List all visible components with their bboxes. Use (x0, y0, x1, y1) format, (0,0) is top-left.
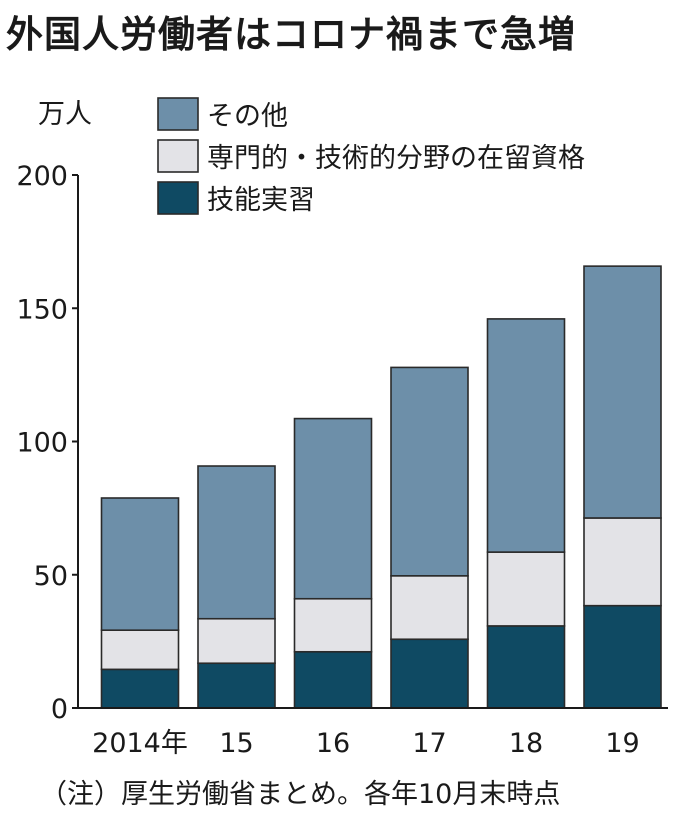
x-axis: 2014年 15 16 17 18 19 (78, 707, 668, 759)
bar-segment-2-0 (293, 650, 373, 709)
y-axis: 0 50 100 150 200 (16, 161, 79, 725)
bar-segment-4-1 (486, 551, 566, 627)
bar-segment-1-0 (197, 662, 276, 709)
bar-segment-5-1 (583, 517, 662, 607)
legend-swatch (157, 97, 199, 131)
legend-swatch (157, 181, 199, 215)
bar-segment-2-1 (293, 597, 373, 653)
y-tick-label: 150 (16, 294, 68, 325)
bar-segment-4-2 (486, 318, 566, 553)
legend-swatch (157, 139, 199, 173)
x-tick-label: 17 (412, 728, 446, 759)
x-tick-label: 18 (509, 728, 543, 759)
y-tick-label: 0 (51, 694, 68, 725)
legend-label: その他 (207, 101, 288, 132)
bar-segment-3-2 (390, 366, 469, 577)
bars (100, 265, 662, 709)
y-axis-unit-label: 万人 (38, 99, 92, 130)
bar-segment-0-0 (100, 668, 180, 709)
legend-label: 技能実習 (207, 185, 315, 216)
bar-segment-1-2 (197, 465, 276, 620)
bar-segment-4-0 (486, 625, 566, 709)
x-tick-label: 15 (219, 728, 253, 759)
x-tick-label: 2014年 (92, 728, 188, 759)
y-tick-label: 100 (16, 428, 68, 459)
legend-label: 専門的・技術的分野の在留資格 (207, 143, 585, 174)
y-tick-label: 200 (16, 161, 68, 192)
bar-segment-5-2 (583, 265, 662, 519)
bar-segment-0-1 (100, 629, 180, 671)
x-tick-label: 19 (605, 728, 639, 759)
y-tick-label: 50 (34, 561, 68, 592)
bar-segment-5-0 (583, 604, 662, 709)
bar-segment-0-2 (100, 497, 180, 631)
x-tick-label: 16 (316, 728, 350, 759)
source-note: （注）厚生労働省まとめ。各年10月末時点 (40, 779, 561, 810)
bar-segment-3-0 (390, 638, 469, 709)
bar-segment-1-1 (197, 617, 276, 665)
bar-segment-3-1 (390, 575, 469, 641)
bar-segment-2-2 (293, 417, 373, 600)
chart-title: 外国人労働者はコロナ禍まで急増 (6, 13, 576, 56)
